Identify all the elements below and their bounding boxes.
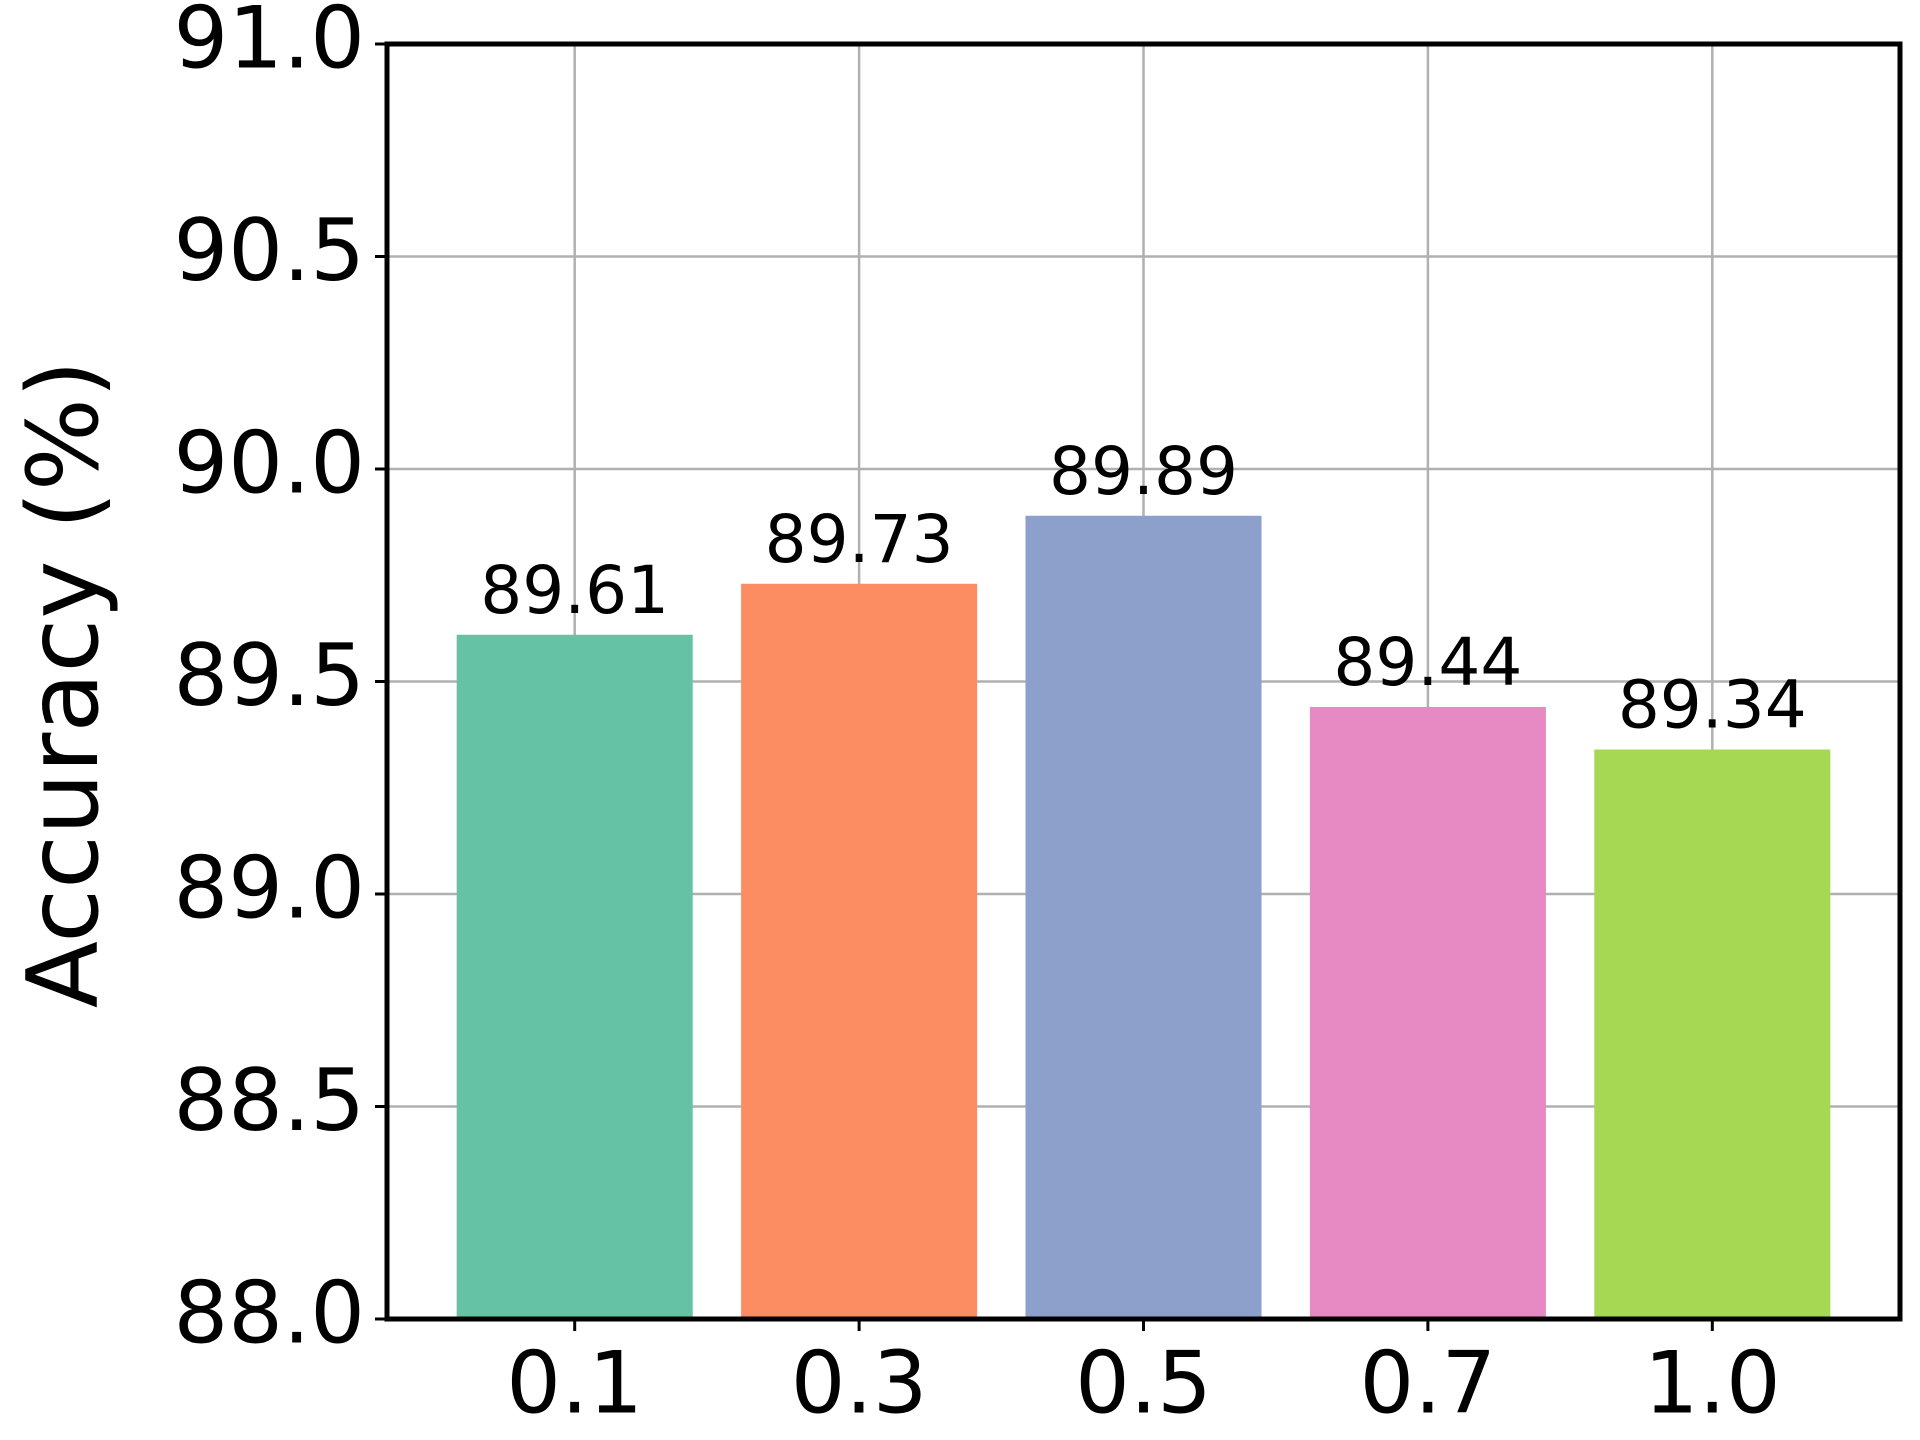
x-tick-label: 0.5 <box>1075 1333 1212 1433</box>
value-label: 89.73 <box>765 501 954 578</box>
plot-frame <box>384 41 1903 1322</box>
y-axis-label: Accuracy (%) <box>7 360 121 1008</box>
y-tick-label: 89.0 <box>174 838 365 938</box>
bar <box>1025 515 1262 1319</box>
y-tick-label: 88.5 <box>174 1051 365 1151</box>
bar <box>1594 749 1831 1319</box>
bar <box>1309 707 1546 1319</box>
y-tick-label: 89.5 <box>174 626 365 726</box>
value-label: 89.61 <box>480 552 669 629</box>
y-tick-label: 88.0 <box>174 1263 365 1363</box>
bar <box>456 634 693 1319</box>
y-tick-label: 91.0 <box>174 0 365 88</box>
bar <box>741 583 978 1319</box>
y-tick-label: 90.0 <box>174 413 365 513</box>
x-tick-label: 1.0 <box>1644 1333 1781 1433</box>
x-tick-label: 0.3 <box>791 1333 928 1433</box>
x-tick-label: 0.7 <box>1360 1333 1497 1433</box>
value-label: 89.44 <box>1333 624 1522 701</box>
x-tick-label: 0.1 <box>506 1333 643 1433</box>
value-label: 89.89 <box>1049 433 1238 510</box>
y-tick-label: 90.5 <box>174 201 365 301</box>
value-label: 89.34 <box>1618 667 1807 744</box>
